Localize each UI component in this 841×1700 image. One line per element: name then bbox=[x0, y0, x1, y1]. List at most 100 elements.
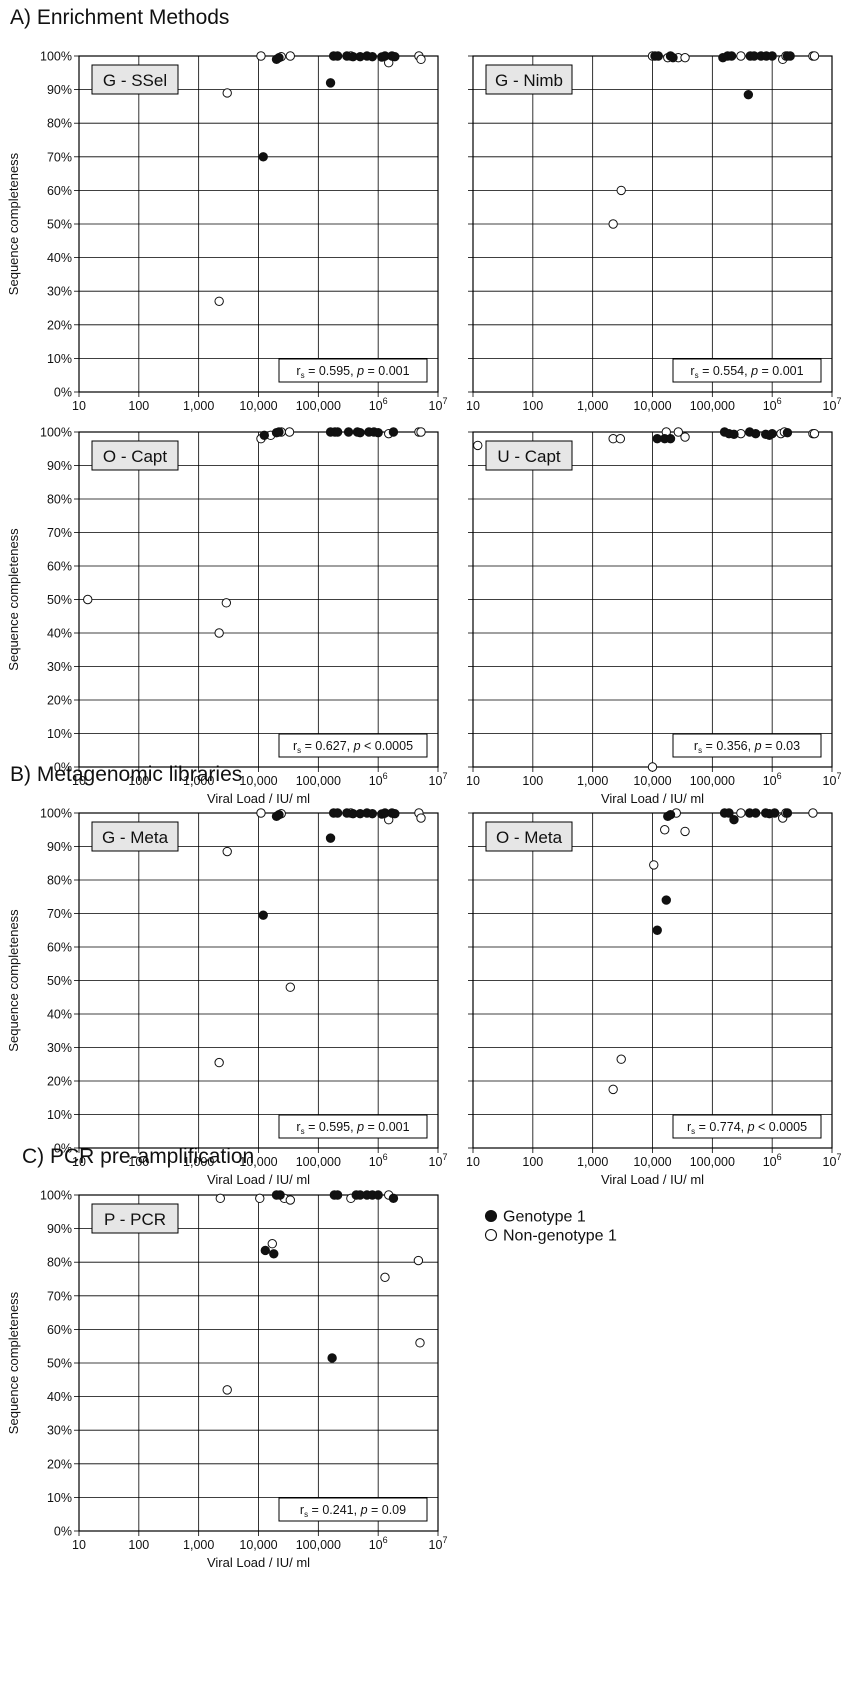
x-tick-label: 107 bbox=[429, 1535, 448, 1552]
x-tick-sup: 7 bbox=[442, 1152, 447, 1162]
point-genotype1 bbox=[355, 427, 365, 438]
point-genotype1 bbox=[388, 1193, 399, 1204]
y-tick-label: 80% bbox=[47, 117, 72, 131]
point-genotype1 bbox=[726, 51, 737, 61]
point-genotype1 bbox=[269, 1249, 279, 1259]
x-tick-text: 10,000 bbox=[239, 774, 277, 788]
panel-label: O - Capt bbox=[103, 447, 168, 466]
y-tick-label: 20% bbox=[47, 694, 72, 708]
x-tick-label: 100,000 bbox=[690, 1155, 735, 1169]
y-tick-label: 40% bbox=[47, 627, 72, 641]
x-tick-label: 106 bbox=[369, 1535, 388, 1552]
y-tick-label: 90% bbox=[47, 840, 72, 854]
stat-rest: < 0.0005 bbox=[755, 1120, 808, 1134]
point-genotype1 bbox=[258, 910, 268, 920]
point-nongenotype1 bbox=[415, 1338, 425, 1348]
point-nongenotype1 bbox=[736, 51, 746, 61]
x-tick-label: 1,000 bbox=[577, 774, 608, 788]
legend-marker bbox=[484, 1228, 498, 1242]
stat-mid: = 0.627, bbox=[301, 739, 353, 753]
y-tick-label: 60% bbox=[47, 560, 72, 574]
y-tick-label: 50% bbox=[47, 593, 72, 607]
point-nongenotype1 bbox=[680, 52, 690, 63]
point-genotype1 bbox=[275, 1190, 285, 1200]
x-tick-label: 107 bbox=[429, 771, 448, 788]
y-tick-label: 70% bbox=[47, 150, 72, 164]
stat-box bbox=[672, 358, 822, 383]
x-tick-text: 100 bbox=[128, 774, 149, 788]
x-tick-label: 106 bbox=[763, 771, 782, 788]
stat-r-sub: s bbox=[695, 371, 699, 380]
y-tick-label: 60% bbox=[47, 941, 72, 955]
x-tick-text: 100,000 bbox=[296, 399, 341, 413]
stat-annotation: rs = 0.595, p = 0.001 bbox=[296, 1120, 409, 1136]
stat-r-sub: s bbox=[301, 1127, 305, 1136]
y-tick-label: 20% bbox=[47, 1457, 72, 1471]
stat-annotation: rs = 0.774, p < 0.0005 bbox=[687, 1120, 807, 1136]
point-nongenotype1 bbox=[660, 825, 670, 835]
x-tick-label: 10 bbox=[466, 774, 480, 788]
point-genotype1 bbox=[373, 1190, 383, 1200]
stat-annotation: rs = 0.595, p = 0.001 bbox=[296, 364, 409, 380]
point-genotype1 bbox=[729, 815, 739, 825]
point-genotype1 bbox=[665, 434, 676, 444]
x-tick-sup: 6 bbox=[383, 396, 388, 406]
stat-mid: = 0.774, bbox=[695, 1120, 747, 1134]
y-tick-label: 0% bbox=[54, 1525, 72, 1539]
x-tick-label: 100,000 bbox=[296, 1538, 341, 1552]
x-tick-label: 100 bbox=[128, 1538, 149, 1552]
point-genotype1 bbox=[390, 51, 400, 62]
x-tick-sup: 6 bbox=[777, 396, 782, 406]
y-tick-label: 30% bbox=[47, 660, 72, 674]
y-axis-label: Sequence completeness bbox=[6, 1291, 21, 1434]
point-nongenotype1 bbox=[616, 1054, 626, 1064]
panel-label-box bbox=[91, 440, 179, 471]
x-tick-sup: 7 bbox=[442, 396, 447, 406]
point-genotype1 bbox=[274, 809, 284, 820]
y-tick-label: 0% bbox=[54, 386, 72, 400]
chart-panel-6 bbox=[74, 1190, 439, 1536]
x-tick-label: 100 bbox=[522, 399, 543, 413]
x-tick-text: 100,000 bbox=[296, 1155, 341, 1169]
x-tick-label: 100,000 bbox=[690, 399, 735, 413]
point-genotype1 bbox=[325, 78, 336, 88]
y-tick-label: 30% bbox=[47, 1041, 72, 1055]
point-genotype1 bbox=[652, 925, 662, 935]
x-tick-label: 10,000 bbox=[633, 1155, 671, 1169]
point-nongenotype1 bbox=[649, 860, 659, 870]
chart-panel-2 bbox=[74, 427, 439, 772]
point-nongenotype1 bbox=[736, 808, 746, 818]
x-tick-label: 107 bbox=[823, 1152, 841, 1169]
x-tick-text: 10 bbox=[466, 774, 480, 788]
x-tick-label: 107 bbox=[429, 396, 448, 413]
point-nongenotype1 bbox=[285, 1195, 296, 1205]
stat-mid: = 0.595, bbox=[305, 364, 357, 378]
point-nongenotype1 bbox=[680, 432, 690, 442]
point-genotype1 bbox=[373, 427, 383, 438]
x-tick-sup: 7 bbox=[836, 396, 841, 406]
y-tick-label: 60% bbox=[47, 184, 72, 198]
x-tick-text: 10,000 bbox=[633, 774, 671, 788]
x-tick-text: 10 bbox=[763, 1155, 777, 1169]
point-genotype1 bbox=[258, 152, 268, 162]
point-nongenotype1 bbox=[673, 427, 684, 437]
point-genotype1 bbox=[782, 808, 793, 818]
section-title-a: A) Enrichment Methods bbox=[10, 6, 229, 29]
point-genotype1 bbox=[367, 51, 378, 62]
point-nongenotype1 bbox=[809, 51, 820, 61]
panel-label-box bbox=[91, 64, 179, 95]
stat-mid: = 0.595, bbox=[305, 1120, 357, 1134]
x-tick-text: 10 bbox=[429, 1538, 443, 1552]
y-axis-label: Sequence completeness bbox=[6, 152, 21, 295]
point-genotype1 bbox=[769, 808, 780, 818]
point-nongenotype1 bbox=[615, 434, 626, 444]
stat-rest: = 0.001 bbox=[758, 364, 804, 378]
x-tick-text: 10 bbox=[823, 399, 837, 413]
legend-marker bbox=[484, 1209, 498, 1223]
x-tick-label: 10,000 bbox=[633, 399, 671, 413]
x-tick-label: 10,000 bbox=[633, 774, 671, 788]
x-tick-label: 106 bbox=[369, 396, 388, 413]
x-tick-text: 100,000 bbox=[690, 1155, 735, 1169]
x-tick-text: 100 bbox=[128, 1155, 149, 1169]
